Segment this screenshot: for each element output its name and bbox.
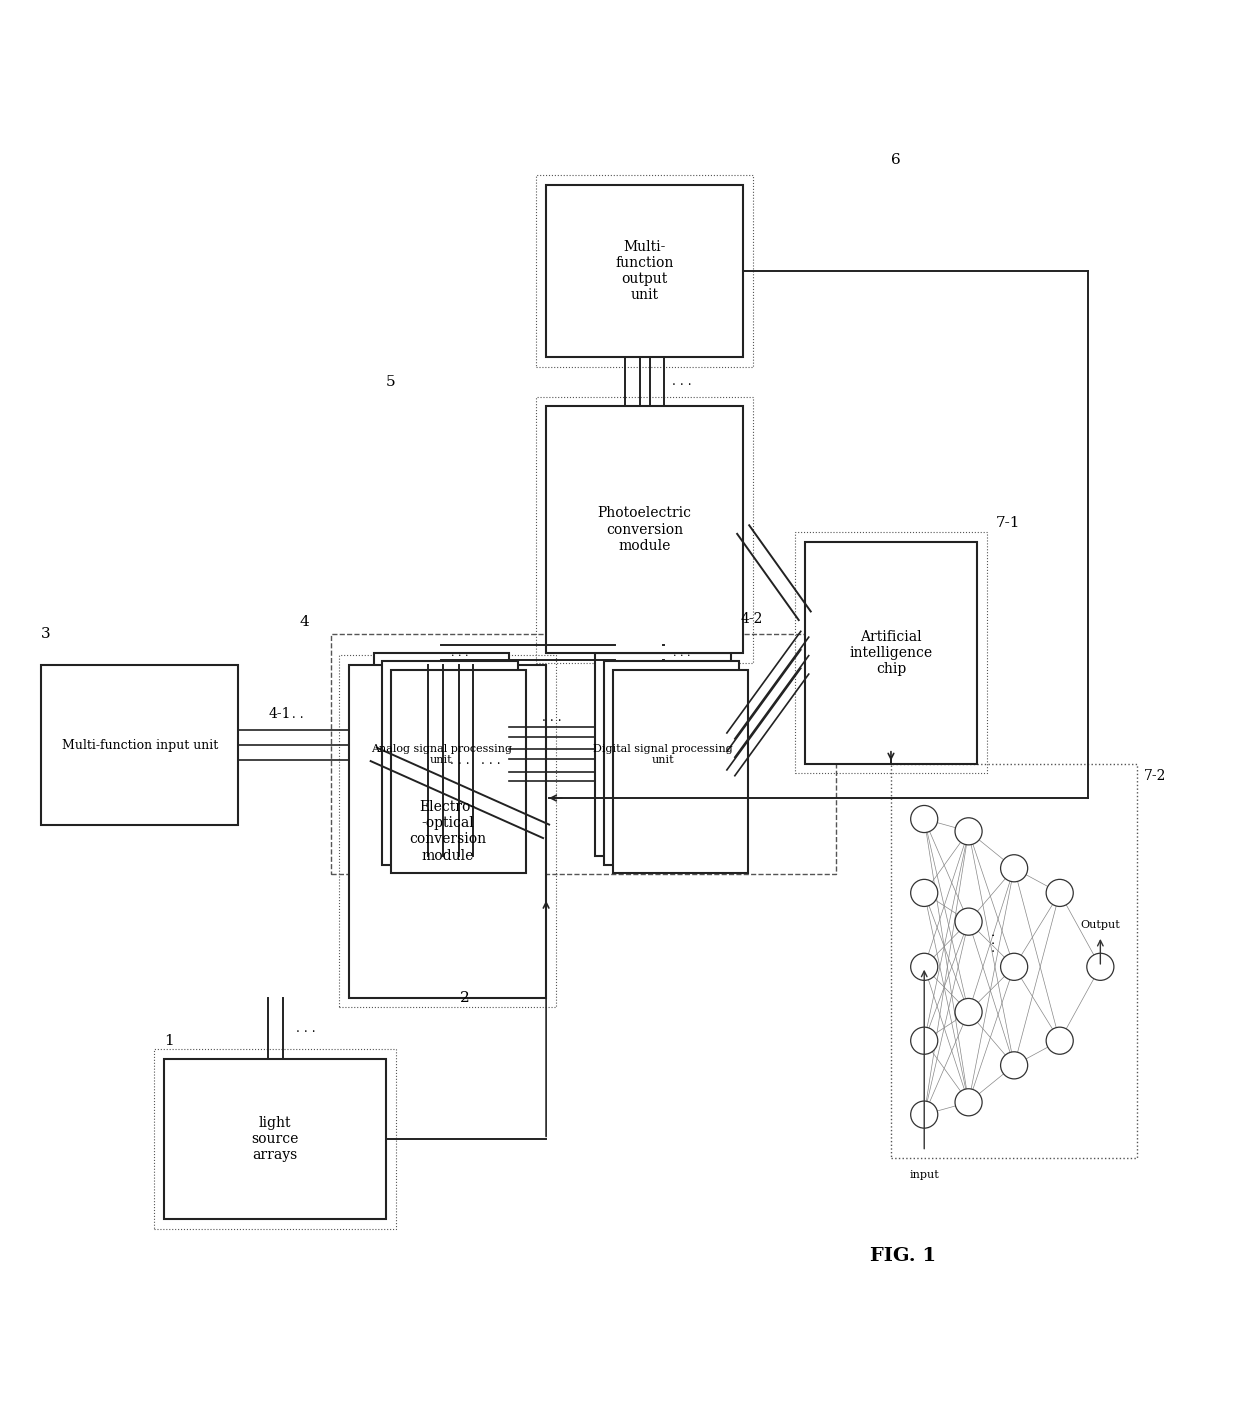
Circle shape (1086, 953, 1114, 980)
Circle shape (955, 908, 982, 935)
Bar (536, 396, 753, 663)
Circle shape (955, 1088, 982, 1116)
Text: . . .: . . . (481, 754, 501, 767)
Text: . . .: . . . (672, 375, 692, 389)
Bar (805, 542, 977, 764)
Circle shape (910, 953, 937, 980)
Text: 3: 3 (41, 628, 51, 642)
Circle shape (955, 817, 982, 845)
Text: FIG. 1: FIG. 1 (870, 1247, 936, 1265)
Text: Artificial
intelligence
chip: Artificial intelligence chip (849, 629, 932, 675)
Bar (391, 670, 527, 873)
Text: Multi-
function
output
unit: Multi- function output unit (615, 240, 673, 302)
Text: . . .: . . . (673, 647, 691, 657)
Bar (536, 176, 753, 366)
Text: 4: 4 (300, 615, 310, 629)
Text: . . .: . . . (450, 754, 470, 767)
Circle shape (1001, 855, 1028, 882)
Circle shape (1047, 879, 1074, 907)
Circle shape (910, 806, 937, 833)
Bar (340, 656, 556, 1008)
Text: . . .: . . . (542, 710, 562, 724)
Text: . . .: . . . (985, 932, 998, 952)
Text: Photoelectric
conversion
module: Photoelectric conversion module (598, 507, 692, 553)
Bar (164, 1059, 386, 1219)
Text: Analog signal processing
unit: Analog signal processing unit (371, 744, 512, 765)
Bar (373, 653, 510, 856)
Text: 7-1: 7-1 (996, 517, 1021, 531)
Bar (892, 764, 1137, 1158)
Circle shape (1001, 953, 1028, 980)
Circle shape (955, 998, 982, 1025)
Bar (795, 532, 987, 774)
Bar (595, 653, 730, 856)
Bar (41, 665, 238, 826)
Text: Digital signal processing
unit: Digital signal processing unit (593, 744, 733, 765)
Bar (546, 406, 743, 653)
Bar (348, 665, 546, 998)
Text: 7-2: 7-2 (1143, 769, 1166, 783)
Text: . . .: . . . (451, 647, 469, 657)
Bar (604, 661, 739, 865)
Bar (155, 1049, 396, 1228)
Text: . . .: . . . (284, 708, 304, 720)
Circle shape (910, 1028, 937, 1054)
Text: . . .: . . . (296, 1022, 316, 1035)
Bar (331, 635, 836, 875)
Circle shape (1001, 1052, 1028, 1078)
Text: 6: 6 (892, 153, 900, 167)
Circle shape (910, 879, 937, 907)
Text: 4-2: 4-2 (740, 612, 763, 626)
Bar (546, 185, 743, 357)
Bar (613, 670, 748, 873)
Text: input: input (909, 1170, 939, 1179)
Text: 2: 2 (460, 991, 470, 1005)
Text: 4-1: 4-1 (269, 708, 291, 722)
Circle shape (910, 1101, 937, 1129)
Text: light
source
arrays: light source arrays (252, 1116, 299, 1163)
Text: Electro-
-optical
conversion
module: Electro- -optical conversion module (409, 800, 486, 862)
Text: Multi-function input unit: Multi-function input unit (62, 739, 218, 751)
Text: 1: 1 (164, 1033, 174, 1047)
Bar (382, 661, 518, 865)
Text: Output: Output (1080, 920, 1120, 929)
Circle shape (1047, 1028, 1074, 1054)
Text: 5: 5 (386, 375, 396, 389)
